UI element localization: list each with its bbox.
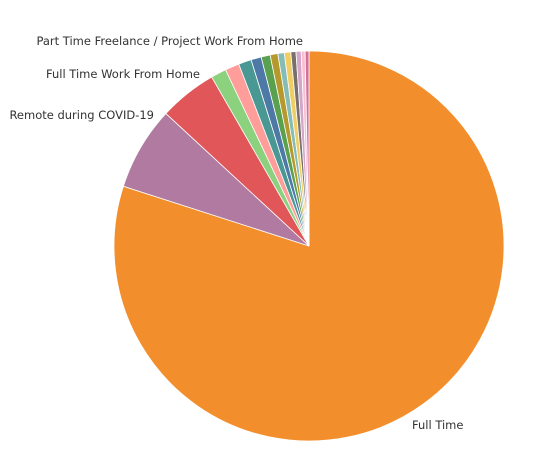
pie-slice-14 xyxy=(304,50,310,247)
slice-label-14: Part Time Freelance / Project Work From … xyxy=(36,34,303,48)
slice-label-0: Full Time xyxy=(412,418,463,432)
slice-label-1: Remote during COVID-19 xyxy=(9,108,154,122)
slice-label-2: Full Time Work From Home xyxy=(46,67,200,81)
